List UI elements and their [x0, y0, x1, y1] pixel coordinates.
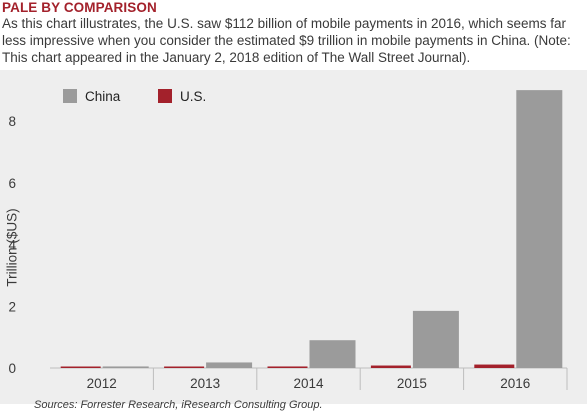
chart-title: PALE BY COMPARISON	[2, 0, 157, 15]
legend-swatch-china	[63, 89, 77, 103]
bar-us-2012	[60, 366, 101, 368]
bar-china-2016	[516, 90, 563, 368]
y-tick-label-8: 8	[8, 114, 16, 129]
legend-label-china: China	[85, 89, 121, 104]
chart-description: As this chart illustrates, the U.S. saw …	[2, 16, 571, 65]
bar-us-2014	[267, 366, 308, 368]
bar-china-2014	[309, 340, 356, 368]
bar-china-2015	[412, 310, 459, 368]
y-tick-label-0: 0	[8, 361, 16, 376]
y-tick-label-2: 2	[8, 299, 16, 314]
y-tick-label-4: 4	[8, 238, 16, 253]
x-tick-label-2013: 2013	[190, 376, 220, 391]
bar-us-2013	[164, 366, 205, 368]
x-tick-label-2012: 2012	[87, 376, 117, 391]
y-tick-label-6: 6	[8, 176, 16, 191]
legend-swatch-us	[158, 89, 172, 103]
chart-panel	[0, 70, 587, 404]
bar-china-2012	[102, 366, 149, 368]
y-axis-label: Trillion ($US)	[4, 208, 20, 287]
legend-label-us: U.S.	[180, 89, 206, 104]
x-tick-label-2015: 2015	[397, 376, 427, 391]
bar-us-2016	[474, 364, 515, 368]
bar-china-2013	[206, 362, 253, 368]
x-tick-label-2014: 2014	[293, 376, 324, 391]
bar-us-2015	[370, 365, 411, 368]
x-tick-label-2016: 2016	[500, 376, 530, 391]
source-note: Sources: Forrester Research, iResearch C…	[34, 399, 323, 411]
